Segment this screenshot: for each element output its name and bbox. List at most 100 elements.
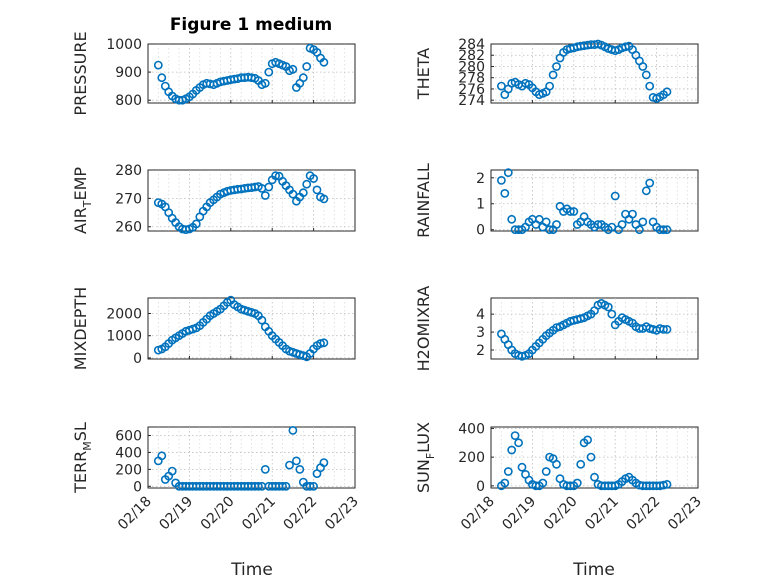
y-axis-label: RAINFALL xyxy=(414,163,433,238)
y-tick-label: 280 xyxy=(115,163,142,179)
x-tick-label: 02/18 xyxy=(115,494,155,534)
subplot-h2omixra: 2 3 4 H2OMIXRA xyxy=(414,286,699,372)
y-axis-label: THETA xyxy=(414,48,433,100)
data-point xyxy=(316,339,325,348)
x-tick-label: 02/18 xyxy=(458,494,498,534)
x-tick-label: 02/21 xyxy=(582,494,622,534)
y-tick-label: 400 xyxy=(115,445,142,461)
data-point xyxy=(572,478,582,488)
data-point xyxy=(621,42,630,52)
y-tick-label: 600 xyxy=(115,428,142,444)
y-tick-label: 2 xyxy=(476,171,485,187)
y-tick-label: 1000 xyxy=(106,37,142,53)
y-tick-label: 2000 xyxy=(106,307,142,323)
y-tick-label: 0 xyxy=(476,479,485,495)
y-tick-label: 278 xyxy=(458,71,485,87)
y-tick-label: 0 xyxy=(133,351,142,367)
data-point xyxy=(576,459,586,469)
y-tick-label: 400 xyxy=(458,421,485,437)
y-tick-label: 0 xyxy=(476,223,485,239)
y-tick-label: 0 xyxy=(133,479,142,495)
data-point xyxy=(517,462,527,472)
data-point xyxy=(257,315,267,325)
data-point xyxy=(552,62,561,71)
data-point xyxy=(302,179,312,189)
data-point xyxy=(153,60,163,70)
data-point xyxy=(503,168,513,177)
y-tick-label: 4 xyxy=(476,307,485,323)
x-tick-label: 02/21 xyxy=(239,494,279,534)
x-tick-label: 02/22 xyxy=(281,494,321,534)
y-tick-label: 3 xyxy=(476,325,485,341)
subplot-air: 260 270 280 AIRTEMP xyxy=(71,163,356,236)
data-point xyxy=(662,324,672,334)
y-tick-label: 284 xyxy=(458,37,485,53)
data-point xyxy=(662,225,672,235)
data-point xyxy=(305,481,315,491)
y-axis-label: MIXDEPTH xyxy=(71,287,90,370)
data-point xyxy=(264,67,274,77)
subplot-rainfall: 0 1 2 RAINFALL xyxy=(414,163,699,239)
data-point xyxy=(157,73,167,83)
data-point xyxy=(541,467,551,476)
data-point xyxy=(586,452,596,462)
data-point xyxy=(278,481,287,491)
x-tick-label: 02/20 xyxy=(198,494,238,534)
data-point xyxy=(659,324,668,334)
y-tick-label: 260 xyxy=(115,220,142,236)
data-point xyxy=(645,81,655,91)
data-point xyxy=(607,309,617,319)
data-point xyxy=(514,438,523,448)
x-axis-label-right: Time xyxy=(572,560,615,580)
data-point xyxy=(583,435,592,445)
data-point xyxy=(295,464,305,474)
data-point xyxy=(641,186,651,196)
y-axis-label: TERRMSL xyxy=(71,422,94,494)
data-point xyxy=(507,445,517,455)
figure-title: Figure 1 medium xyxy=(170,15,332,35)
subplot-sun: 0 200 400 02/18 02/19 02/20 02/21 02/22 02/23 SUN… xyxy=(414,421,705,533)
data-point xyxy=(507,214,517,224)
data-point xyxy=(500,478,510,488)
plot-area xyxy=(147,426,356,489)
data-point xyxy=(628,209,637,219)
data-point xyxy=(271,171,280,181)
data-point xyxy=(503,467,513,476)
data-point xyxy=(260,191,270,200)
data-point xyxy=(659,480,668,490)
data-point xyxy=(319,338,329,348)
y-tick-label: 274 xyxy=(458,93,485,109)
data-point xyxy=(645,178,655,188)
y-tick-label: 280 xyxy=(458,59,485,75)
data-point xyxy=(569,207,579,216)
data-point xyxy=(510,431,520,440)
data-point xyxy=(590,472,599,482)
data-point xyxy=(552,459,561,469)
data-point xyxy=(191,219,201,229)
data-point xyxy=(291,456,301,466)
data-point xyxy=(617,220,627,229)
data-point xyxy=(264,182,274,192)
data-point xyxy=(659,225,668,235)
y-tick-label: 1 xyxy=(476,197,485,213)
data-point xyxy=(545,225,554,235)
data-point xyxy=(548,70,558,80)
y-tick-label: 282 xyxy=(458,48,485,64)
data-point xyxy=(662,87,672,97)
data-point xyxy=(260,78,270,88)
data-point xyxy=(319,194,329,204)
y-axis-label: SUNFLUX xyxy=(414,422,437,493)
x-tick-label: 02/23 xyxy=(665,494,705,534)
data-point xyxy=(167,466,177,476)
y-axis-label: H2OMIXRA xyxy=(414,286,433,372)
data-point xyxy=(662,479,672,489)
data-point xyxy=(603,302,613,312)
y-axis-label: PRESSURE xyxy=(71,31,90,115)
y-axis-label: AIRTEMP xyxy=(71,167,94,234)
x-axis-label-left: Time xyxy=(230,560,273,580)
y-tick-label: 270 xyxy=(115,191,142,207)
y-tick-label: 2 xyxy=(476,343,485,359)
